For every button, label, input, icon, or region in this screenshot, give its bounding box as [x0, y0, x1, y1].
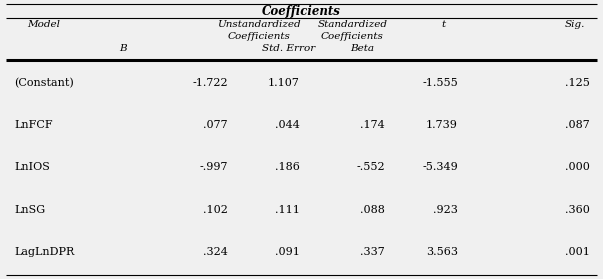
Text: .337: .337 — [360, 247, 385, 257]
Text: 3.563: 3.563 — [426, 247, 458, 257]
Text: LnFCF: LnFCF — [14, 120, 52, 130]
Text: .000: .000 — [565, 162, 590, 172]
Text: Unstandardized: Unstandardized — [217, 20, 301, 29]
Text: .077: .077 — [203, 120, 228, 130]
Text: 1.107: 1.107 — [268, 78, 300, 88]
Text: Sig.: Sig. — [565, 20, 585, 29]
Text: -.997: -.997 — [200, 162, 228, 172]
Text: .088: .088 — [360, 205, 385, 215]
Text: Coefficients: Coefficients — [227, 32, 291, 41]
Text: .111: .111 — [275, 205, 300, 215]
Text: LagLnDPR: LagLnDPR — [14, 247, 74, 257]
Text: Std. Error: Std. Error — [262, 44, 315, 53]
Text: .923: .923 — [433, 205, 458, 215]
Text: Model: Model — [28, 20, 60, 29]
Text: LnSG: LnSG — [14, 205, 45, 215]
Text: Beta: Beta — [350, 44, 374, 53]
Text: .087: .087 — [565, 120, 590, 130]
Text: Coefficients: Coefficients — [321, 32, 384, 41]
Text: 1.739: 1.739 — [426, 120, 458, 130]
Text: Coefficients: Coefficients — [262, 5, 341, 18]
Text: .044: .044 — [275, 120, 300, 130]
Text: -5.349: -5.349 — [422, 162, 458, 172]
Text: .102: .102 — [203, 205, 228, 215]
Text: .186: .186 — [275, 162, 300, 172]
Text: .360: .360 — [565, 205, 590, 215]
Text: .125: .125 — [565, 78, 590, 88]
Text: .174: .174 — [360, 120, 385, 130]
Text: .001: .001 — [565, 247, 590, 257]
Text: -1.722: -1.722 — [192, 78, 228, 88]
Text: -.552: -.552 — [356, 162, 385, 172]
Text: (Constant): (Constant) — [14, 78, 74, 88]
Text: B: B — [119, 44, 127, 53]
Text: Standardized: Standardized — [318, 20, 388, 29]
Text: LnIOS: LnIOS — [14, 162, 50, 172]
Text: t: t — [441, 20, 445, 29]
Text: .091: .091 — [275, 247, 300, 257]
Text: -1.555: -1.555 — [422, 78, 458, 88]
Text: .324: .324 — [203, 247, 228, 257]
